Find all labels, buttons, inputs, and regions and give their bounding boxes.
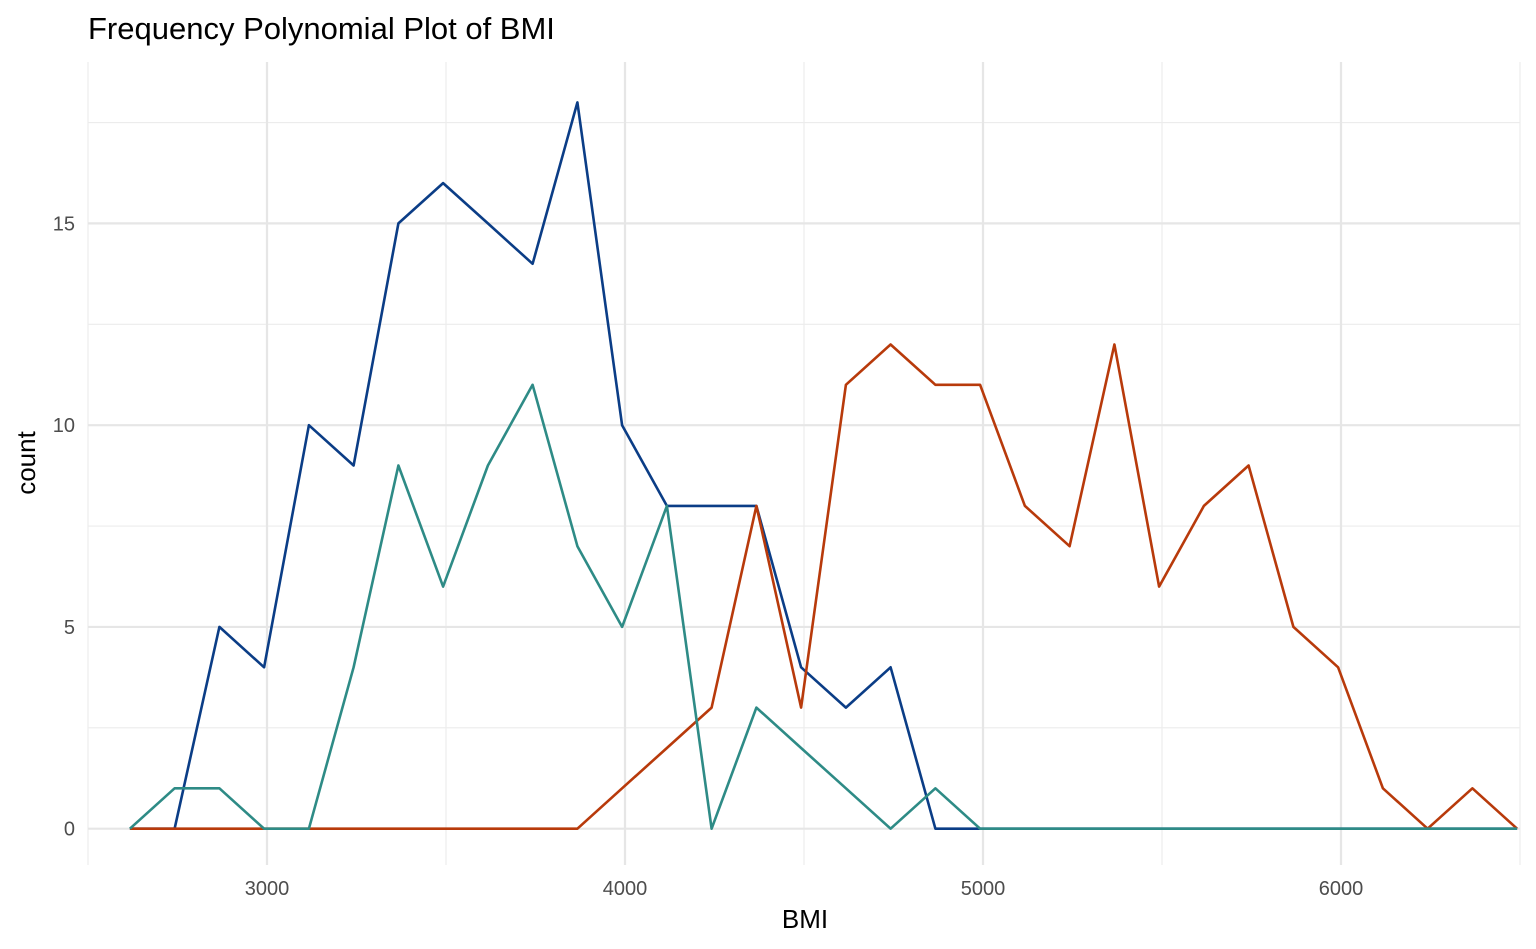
y-axis-label: count [11,430,41,494]
y-tick-label: 0 [64,819,75,841]
series-line-3 [129,383,1518,831]
series-line-2 [129,343,1518,831]
y-tick-label: 10 [53,415,75,437]
series-lines [129,101,1518,831]
y-tick-labels: 0 5 10 15 [53,213,75,840]
x-tick-label: 3000 [245,878,290,900]
x-tick-label: 5000 [961,878,1006,900]
x-tick-label: 4000 [603,878,648,900]
chart-title: Frequency Polynomial Plot of BMI [88,11,555,46]
x-axis-label: BMI [782,904,828,934]
y-tick-label: 5 [64,617,75,639]
x-tick-labels: 3000 4000 5000 6000 [245,878,1364,900]
y-tick-label: 15 [53,213,75,235]
x-tick-label: 6000 [1319,878,1364,900]
